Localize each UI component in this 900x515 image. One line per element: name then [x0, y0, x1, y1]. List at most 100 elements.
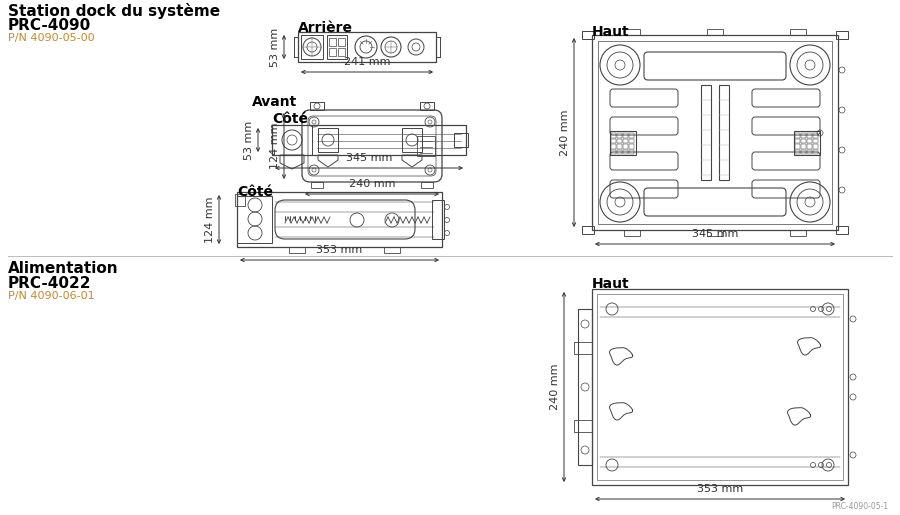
Text: Côté: Côté: [272, 112, 308, 126]
Bar: [790, 230, 806, 236]
Bar: [338, 38, 345, 46]
Bar: [801, 149, 806, 154]
Bar: [301, 35, 323, 59]
Bar: [454, 133, 468, 147]
Bar: [617, 139, 622, 143]
Text: 345 mm: 345 mm: [346, 153, 392, 163]
Bar: [318, 128, 338, 152]
Bar: [329, 38, 336, 46]
Bar: [794, 131, 820, 155]
Bar: [807, 144, 812, 148]
Bar: [623, 139, 628, 143]
Text: Haut: Haut: [592, 25, 630, 39]
Bar: [629, 139, 634, 143]
Bar: [801, 139, 806, 143]
Bar: [289, 247, 305, 253]
Text: 345 mm: 345 mm: [692, 229, 738, 239]
Text: P/N 4090-05-00: P/N 4090-05-00: [8, 33, 94, 43]
Bar: [719, 85, 729, 180]
Text: 353 mm: 353 mm: [697, 484, 743, 494]
Bar: [801, 144, 806, 148]
Text: 53 mm: 53 mm: [244, 121, 254, 160]
Bar: [707, 29, 723, 35]
Text: PRC-4090: PRC-4090: [8, 18, 91, 33]
Bar: [420, 102, 434, 110]
Bar: [235, 194, 245, 206]
Bar: [807, 149, 812, 154]
Bar: [597, 294, 843, 480]
Text: Alimentation: Alimentation: [8, 261, 119, 276]
Bar: [617, 149, 622, 154]
Bar: [611, 133, 616, 138]
Bar: [237, 196, 272, 243]
Bar: [623, 133, 628, 138]
Bar: [836, 226, 848, 234]
Bar: [272, 125, 312, 155]
Text: Haut: Haut: [592, 277, 630, 291]
Text: PRC-4022: PRC-4022: [8, 276, 92, 291]
Bar: [701, 85, 711, 180]
Bar: [598, 41, 832, 224]
Bar: [338, 48, 345, 56]
Bar: [629, 133, 634, 138]
Text: 240 mm: 240 mm: [560, 109, 570, 156]
Bar: [795, 149, 800, 154]
Bar: [795, 133, 800, 138]
Text: 353 mm: 353 mm: [317, 245, 363, 255]
Bar: [574, 342, 592, 354]
Bar: [582, 226, 594, 234]
Bar: [311, 182, 323, 188]
Bar: [836, 31, 848, 39]
Bar: [617, 144, 622, 148]
Bar: [582, 31, 594, 39]
Bar: [574, 420, 592, 432]
Text: Arrière: Arrière: [298, 21, 353, 35]
Bar: [807, 133, 812, 138]
Bar: [329, 48, 336, 56]
Bar: [327, 35, 347, 59]
Bar: [237, 192, 442, 247]
Text: P/N 4090-06-01: P/N 4090-06-01: [8, 291, 94, 301]
Bar: [801, 133, 806, 138]
Bar: [623, 149, 628, 154]
Bar: [610, 131, 636, 155]
Bar: [813, 133, 818, 138]
Bar: [421, 182, 433, 188]
Text: 53 mm: 53 mm: [270, 27, 280, 66]
Bar: [790, 29, 806, 35]
Bar: [623, 144, 628, 148]
Bar: [592, 35, 838, 230]
Bar: [432, 200, 444, 239]
Bar: [402, 128, 422, 152]
Bar: [807, 139, 812, 143]
Bar: [624, 29, 640, 35]
Text: 124 mm: 124 mm: [205, 196, 215, 243]
Bar: [611, 139, 616, 143]
Bar: [417, 136, 435, 156]
Bar: [624, 230, 640, 236]
Bar: [310, 102, 324, 110]
Text: Côté: Côté: [237, 185, 273, 199]
Bar: [707, 230, 723, 236]
Bar: [611, 144, 616, 148]
Bar: [578, 309, 592, 465]
Bar: [795, 139, 800, 143]
Bar: [611, 149, 616, 154]
Bar: [592, 289, 848, 485]
Bar: [813, 144, 818, 148]
Bar: [629, 144, 634, 148]
Bar: [813, 139, 818, 143]
Bar: [617, 133, 622, 138]
Bar: [813, 149, 818, 154]
Text: PRC-4090-05-1: PRC-4090-05-1: [831, 502, 888, 511]
Bar: [629, 149, 634, 154]
Bar: [795, 144, 800, 148]
Text: 240 mm: 240 mm: [550, 364, 560, 410]
Text: 124 mm: 124 mm: [270, 123, 280, 169]
Text: Station dock du système: Station dock du système: [8, 3, 220, 19]
Bar: [272, 125, 466, 155]
Bar: [384, 247, 400, 253]
Text: 240 mm: 240 mm: [349, 179, 395, 189]
Bar: [298, 32, 436, 62]
Text: 241 mm: 241 mm: [344, 57, 391, 67]
